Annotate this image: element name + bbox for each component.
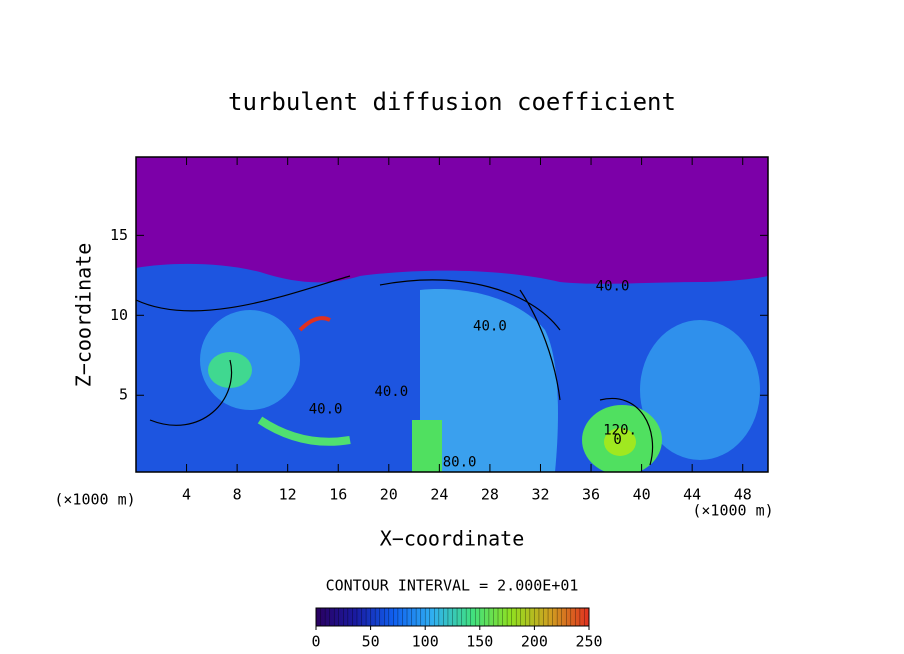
y-tick-label: 10: [110, 306, 128, 324]
x-tick-label: 40: [633, 486, 651, 504]
contour-label: 80.0: [443, 454, 477, 470]
contour-label: 40.0: [374, 384, 408, 400]
colorbar-tick-label: 200: [521, 633, 548, 651]
x-tick-label: 28: [481, 486, 499, 504]
x-tick-label: 12: [279, 486, 297, 504]
y-tick-label: 15: [110, 226, 128, 244]
plot-frame: [135, 156, 769, 473]
x-tick-label: 44: [683, 486, 701, 504]
x-tick-label: 4: [182, 486, 191, 504]
x-tick-label: 16: [329, 486, 347, 504]
contour-label: 40.0: [473, 318, 507, 334]
x-tick-label: 32: [531, 486, 549, 504]
y-unit: (×1000 m): [54, 491, 135, 509]
contour-label: 40.0: [596, 279, 630, 295]
y-axis-label: Z−coordinate: [72, 243, 96, 388]
colorbar-tick-label: 250: [575, 633, 602, 651]
x-tick-label: 48: [734, 486, 752, 504]
colorbar-tick-label: 50: [362, 633, 380, 651]
colorbar-tick-label: 100: [412, 633, 439, 651]
colorbar-tick-label: 0: [311, 633, 320, 651]
field: [136, 157, 768, 472]
x-axis-label: X−coordinate: [380, 527, 525, 551]
chart-title: turbulent diffusion coefficient: [228, 88, 676, 116]
contour-label: 40.0: [309, 402, 343, 418]
x-tick-label: 24: [430, 486, 448, 504]
contour-label: 0: [613, 432, 621, 448]
contour-label: 120.: [603, 422, 637, 438]
colorbar-tick-label: 150: [466, 633, 493, 651]
x-unit: (×1000 m): [692, 502, 773, 520]
contour-interval: CONTOUR INTERVAL = 2.000E+01: [326, 577, 579, 595]
x-tick-label: 36: [582, 486, 600, 504]
y-tick-label: 5: [119, 386, 128, 404]
x-tick-label: 8: [233, 486, 242, 504]
x-tick-label: 20: [380, 486, 398, 504]
